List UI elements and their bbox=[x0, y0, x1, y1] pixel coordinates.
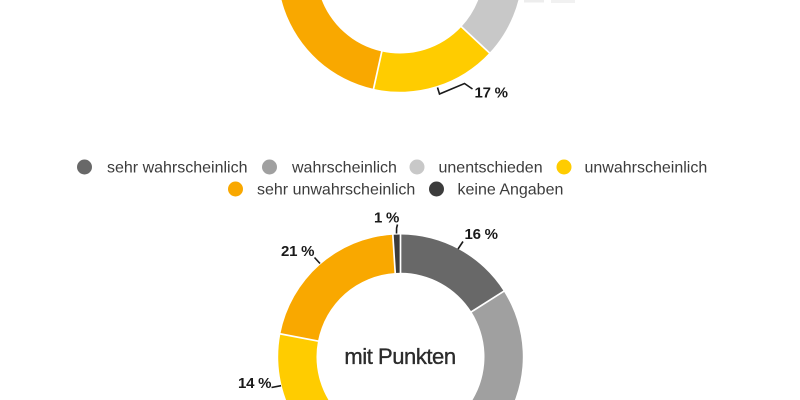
svg-text:unwahrscheinlich: unwahrscheinlich bbox=[585, 160, 708, 177]
svg-text:sehr wahrscheinlich: sehr wahrscheinlich bbox=[107, 160, 248, 177]
svg-text:16 %: 16 % bbox=[465, 226, 498, 243]
svg-text:21 %: 21 % bbox=[281, 243, 314, 260]
svg-text:14 %: 14 % bbox=[238, 375, 271, 392]
svg-text:17 %: 17 % bbox=[475, 85, 508, 102]
svg-text:wahrscheinlich: wahrscheinlich bbox=[291, 160, 397, 177]
svg-text:keine Angaben: keine Angaben bbox=[458, 182, 564, 199]
svg-text:unentschieden: unentschieden bbox=[439, 160, 543, 177]
svg-text:sehr unwahrscheinlich: sehr unwahrscheinlich bbox=[257, 182, 415, 199]
svg-text:1 %: 1 % bbox=[374, 210, 399, 227]
svg-text:mit Punkten: mit Punkten bbox=[344, 344, 455, 369]
